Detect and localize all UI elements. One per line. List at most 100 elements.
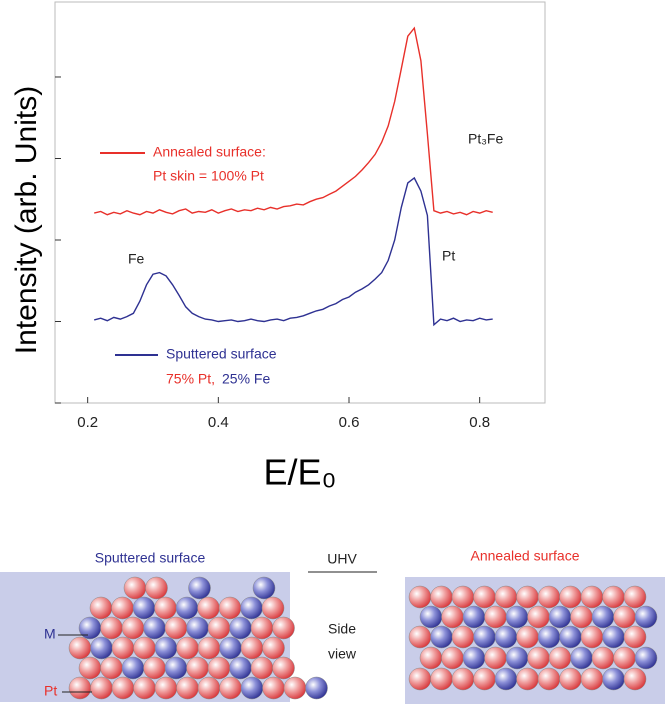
sphere: [89, 596, 113, 620]
sphere: [494, 585, 518, 609]
sphere: [78, 656, 102, 680]
sphere: [197, 676, 221, 700]
annotation: Fe: [128, 251, 145, 267]
sphere: [484, 646, 507, 670]
panel-title: Annealed surface: [471, 548, 580, 564]
annotation: 25% Fe: [222, 371, 270, 387]
sphere: [451, 625, 475, 649]
sphere: [121, 656, 145, 680]
sphere: [634, 646, 658, 670]
sphere: [591, 646, 615, 670]
sphere: [527, 646, 550, 670]
sphere: [164, 616, 188, 640]
sphere: [68, 636, 92, 660]
x-axis-label: E/E₀: [264, 452, 337, 493]
x-tick-label: 0.6: [339, 414, 360, 431]
sphere: [100, 616, 123, 640]
sphere: [527, 605, 550, 629]
sphere: [207, 616, 231, 640]
sphere: [78, 616, 102, 640]
sphere: [613, 646, 636, 670]
series-line: [94, 176, 493, 327]
panel-title: UHV: [327, 551, 357, 567]
sphere: [145, 576, 168, 600]
sphere: [143, 616, 166, 640]
sphere: [473, 585, 496, 609]
sphere: [283, 676, 307, 700]
sphere: [623, 625, 647, 649]
sphere: [419, 646, 443, 670]
sphere: [133, 636, 156, 660]
sphere: [623, 667, 647, 691]
sphere: [188, 576, 211, 600]
sphere: [132, 596, 156, 620]
y-axis-label: Intensity (arb. Units): [10, 86, 43, 354]
sphere: [133, 676, 156, 700]
series-line: [94, 26, 493, 216]
sphere: [559, 585, 582, 609]
sphere: [121, 616, 145, 640]
panel-title: Sputtered surface: [95, 550, 206, 566]
sphere: [602, 667, 625, 691]
legend-label: Sputtered surface: [166, 346, 277, 362]
x-tick-label: 0.2: [77, 414, 98, 431]
x-tick-label: 0.8: [469, 414, 490, 431]
sphere: [218, 596, 242, 620]
sphere: [219, 676, 242, 700]
sphere: [176, 636, 199, 660]
sphere: [430, 625, 453, 649]
sphere: [197, 596, 220, 620]
sphere: [559, 667, 582, 691]
sphere: [548, 605, 572, 629]
sphere: [451, 585, 475, 609]
sphere: [250, 616, 274, 640]
sphere: [537, 585, 561, 609]
sphere: [262, 676, 285, 700]
sphere: [229, 656, 252, 680]
sphere: [462, 605, 486, 629]
sphere: [154, 636, 178, 660]
sphere: [186, 616, 209, 640]
sphere: [175, 596, 199, 620]
sphere: [494, 667, 518, 691]
sphere: [408, 585, 432, 609]
sphere: [430, 585, 453, 609]
sphere: [462, 646, 486, 670]
sphere: [111, 636, 135, 660]
sphere: [219, 636, 242, 660]
sphere: [580, 625, 604, 649]
sphere: [90, 676, 113, 700]
sphere: [602, 625, 625, 649]
sphere: [250, 656, 274, 680]
sphere: [494, 625, 518, 649]
sphere: [570, 605, 593, 629]
label: M: [44, 626, 56, 642]
sphere: [262, 636, 285, 660]
sphere: [100, 656, 123, 680]
sphere: [154, 596, 177, 620]
sphere: [484, 605, 507, 629]
caption: view: [328, 646, 357, 662]
sphere: [537, 667, 561, 691]
sphere: [505, 605, 529, 629]
sphere: [186, 656, 209, 680]
sphere: [623, 585, 647, 609]
sphere: [559, 625, 582, 649]
annotation: 75% Pt,: [166, 371, 215, 387]
sphere: [240, 636, 264, 660]
annotation: Pt skin = 100% Pt: [153, 168, 264, 184]
sphere: [111, 596, 134, 620]
plot-frame: [54, 1, 546, 404]
sphere: [516, 667, 539, 691]
sphere: [580, 667, 604, 691]
sphere: [207, 656, 231, 680]
sphere: [591, 605, 615, 629]
sphere: [305, 676, 328, 700]
sphere: [419, 605, 443, 629]
sphere: [516, 585, 539, 609]
sphere: [451, 667, 475, 691]
spheres: [68, 576, 658, 700]
x-tick-label: 0.4: [208, 414, 229, 431]
annotation: Pt: [442, 248, 455, 264]
sphere: [516, 625, 539, 649]
